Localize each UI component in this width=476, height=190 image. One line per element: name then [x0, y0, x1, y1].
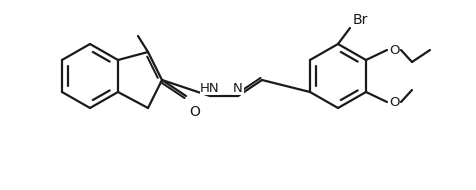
- Text: Br: Br: [352, 13, 367, 27]
- Text: O: O: [189, 105, 200, 119]
- Text: HN: HN: [200, 82, 220, 94]
- Text: N: N: [233, 82, 243, 94]
- Text: O: O: [389, 44, 399, 56]
- Text: O: O: [389, 96, 399, 108]
